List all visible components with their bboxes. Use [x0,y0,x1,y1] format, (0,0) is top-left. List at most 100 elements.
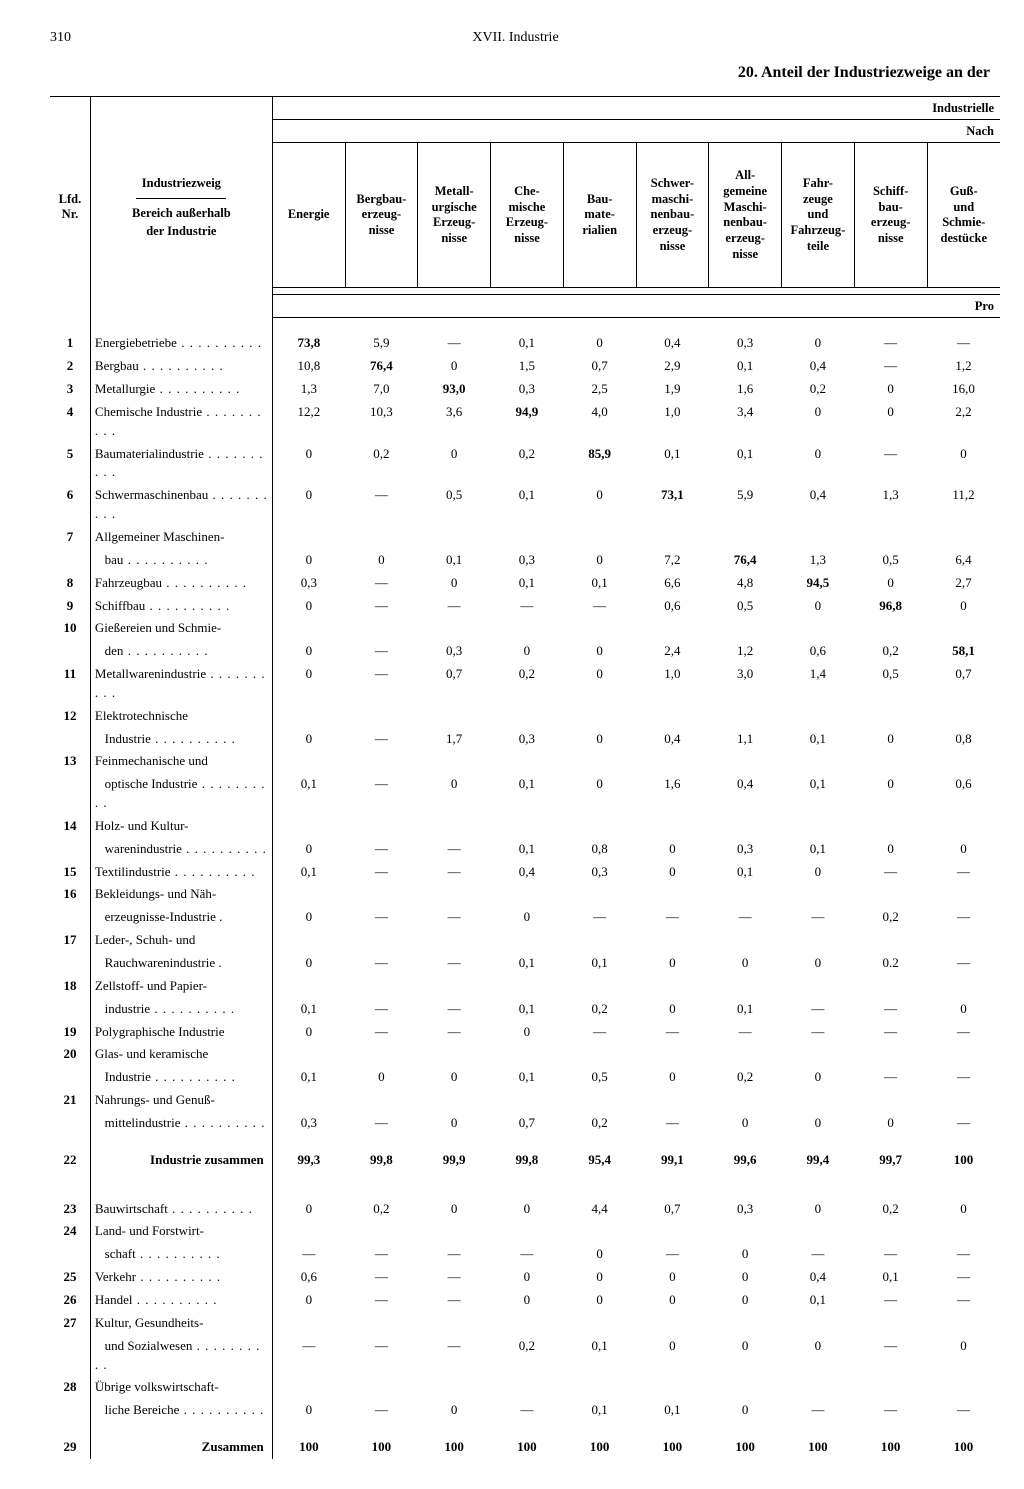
cell [272,975,345,998]
cell: 0,2 [491,1335,564,1377]
cell: 0 [927,595,1000,618]
cell: 0,1 [491,572,564,595]
cell: 0,1 [854,1266,927,1289]
cell: — [927,1066,1000,1089]
cell [418,1043,491,1066]
cell: — [927,952,1000,975]
cell: 0,1 [272,861,345,884]
cell: 0,4 [782,1266,855,1289]
cell: — [345,640,418,663]
cell [345,815,418,838]
cell: 0,2 [782,378,855,401]
cell: 0 [709,1266,782,1289]
cell: — [782,906,855,929]
row-nr: 14 [50,815,90,838]
cell: 99,8 [491,1149,564,1172]
cell [636,526,709,549]
cell: — [927,332,1000,355]
cell: 0,4 [636,728,709,751]
cell: — [491,1399,564,1422]
table-row: 22Industrie zusammen99,399,899,999,895,4… [50,1149,1000,1172]
row-nr: 16 [50,883,90,906]
cell [709,929,782,952]
col-header: All-gemeineMaschi-nenbau-erzeug-nisse [709,143,782,288]
cell [345,975,418,998]
cell: — [782,998,855,1021]
rowhead-bot: Bereich außerhalbder Industrie [95,205,268,240]
table-row: den0—0,3002,41,20,60,258,1 [50,640,1000,663]
cell: 100 [927,1149,1000,1172]
row-label: und Sozialwesen [90,1335,272,1377]
cell: 0 [927,838,1000,861]
cell: — [418,1243,491,1266]
cell: — [854,1289,927,1312]
cell: — [854,355,927,378]
cell: 0,1 [709,998,782,1021]
cell: — [345,952,418,975]
row-label: Land- und Forstwirt- [90,1220,272,1243]
cell: 93,0 [418,378,491,401]
row-label: Textilindustrie [90,861,272,884]
row-label: Leder-, Schuh- und [90,929,272,952]
cell: 99,7 [854,1149,927,1172]
main-table: Lfd.Nr. Industriezweig Bereich außerhalb… [50,96,1000,1459]
cell [272,1312,345,1335]
table-row: 19Polygraphische Industrie0——0—————— [50,1021,1000,1044]
cell [636,975,709,998]
cell: — [418,838,491,861]
cell: 0,1 [782,728,855,751]
cell: — [782,1399,855,1422]
cell [418,526,491,549]
cell: 0,3 [709,1198,782,1221]
table-row: 4Chemische Industrie12,210,33,694,94,01,… [50,401,1000,443]
cell: 0 [272,443,345,485]
cell [709,1220,782,1243]
cell: 0 [709,1112,782,1135]
cell [636,815,709,838]
cell: 0 [272,1289,345,1312]
cell [418,705,491,728]
cell: — [345,572,418,595]
cell [345,883,418,906]
cell: — [563,906,636,929]
cell: 0,7 [418,663,491,705]
cell: 0,5 [563,1066,636,1089]
row-label: liche Bereiche [90,1399,272,1422]
cell: — [418,1021,491,1044]
cell: 73,1 [636,484,709,526]
cell: 0 [272,906,345,929]
cell: — [345,1021,418,1044]
table-row: 3Metallurgie1,37,093,00,32,51,91,60,2016… [50,378,1000,401]
cell [854,705,927,728]
row-label: Zellstoff- und Papier- [90,975,272,998]
row-label: Metallwarenindustrie [90,663,272,705]
cell [709,705,782,728]
cell: 0 [709,952,782,975]
row-label: Übrige volkswirtschaft- [90,1376,272,1399]
cell [636,617,709,640]
cell [782,617,855,640]
row-label: Allgemeiner Maschinen- [90,526,272,549]
cell: — [782,1021,855,1044]
cell [927,1043,1000,1066]
cell: — [345,484,418,526]
row-nr [50,640,90,663]
cell [782,815,855,838]
cell [272,1220,345,1243]
row-label: Schwermaschinenbau [90,484,272,526]
cell: 0 [927,1335,1000,1377]
cell [709,617,782,640]
cell: — [636,906,709,929]
cell [272,750,345,773]
row-label: Baumaterialindustrie [90,443,272,485]
cell: 76,4 [345,355,418,378]
cell: 94,9 [491,401,564,443]
cell: — [345,1112,418,1135]
cell: 0 [491,906,564,929]
cell [563,1376,636,1399]
row-label: Handel [90,1289,272,1312]
table-row: Rauchwarenindustrie .0——0,10,10000.2— [50,952,1000,975]
cell: — [854,861,927,884]
cell [563,975,636,998]
cell: 100 [709,1436,782,1459]
